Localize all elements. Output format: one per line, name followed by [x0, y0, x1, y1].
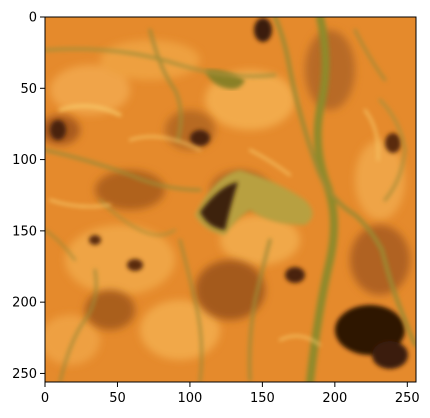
- x-tick-label: 50: [109, 391, 126, 406]
- x-tick-label: 200: [322, 391, 347, 406]
- y-axis-ticks: 0 50 100 150 200 250: [12, 11, 45, 382]
- y-tick-label: 200: [12, 296, 37, 311]
- y-tick-label: 250: [12, 367, 37, 382]
- x-tick-label: 250: [395, 391, 420, 406]
- aerial-image: [40, 17, 416, 382]
- y-tick-label: 50: [20, 82, 37, 97]
- y-tick-label: 100: [12, 153, 37, 168]
- x-tick-label: 0: [41, 391, 49, 406]
- x-tick-label: 150: [250, 391, 275, 406]
- y-tick-label: 0: [29, 11, 37, 26]
- x-tick-label: 100: [178, 391, 203, 406]
- y-tick-label: 150: [12, 224, 37, 239]
- x-axis-ticks: 0 50 100 150 200 250: [41, 382, 420, 406]
